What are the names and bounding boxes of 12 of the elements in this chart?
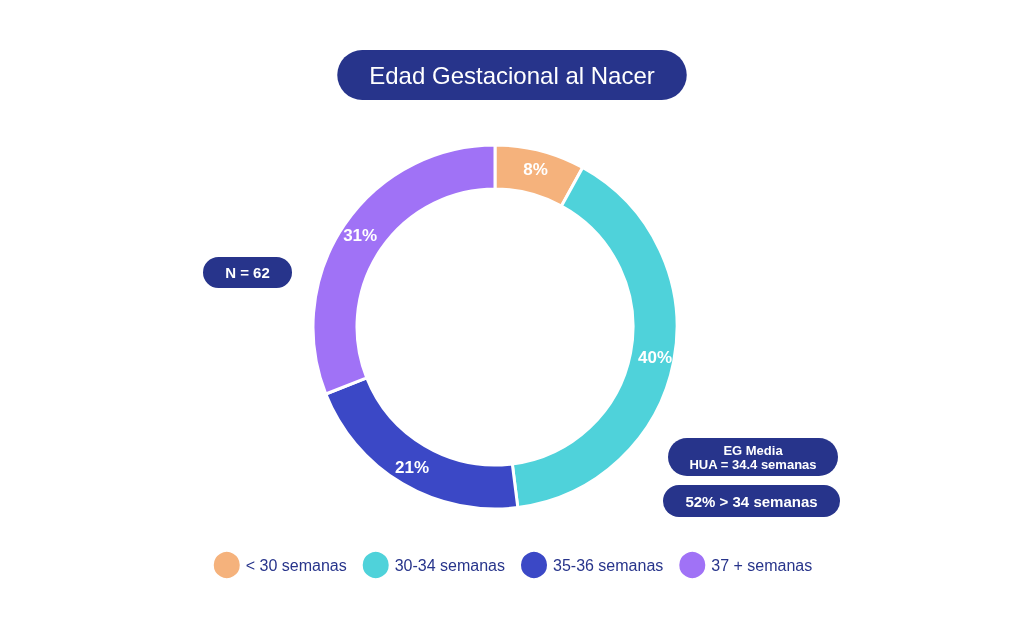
text: 52% > 34 semanas (685, 492, 818, 510)
legend-label: 37 + semanas (711, 556, 813, 574)
data-label: 40% (638, 348, 673, 368)
data-label: 21% (395, 457, 430, 477)
text: EG Media HUA = 34.4 semanas (689, 442, 817, 472)
text: N = 62 (225, 264, 270, 281)
data-label: 8% (523, 159, 548, 179)
legend-label: 30-34 semanas (394, 556, 506, 574)
chart-title: Edad Gestacional al Nacer (369, 61, 655, 89)
legend-label: < 30 semanas (245, 556, 347, 574)
legend-label: 35-36 semanas (553, 556, 664, 574)
data-label: 31% (343, 225, 378, 245)
